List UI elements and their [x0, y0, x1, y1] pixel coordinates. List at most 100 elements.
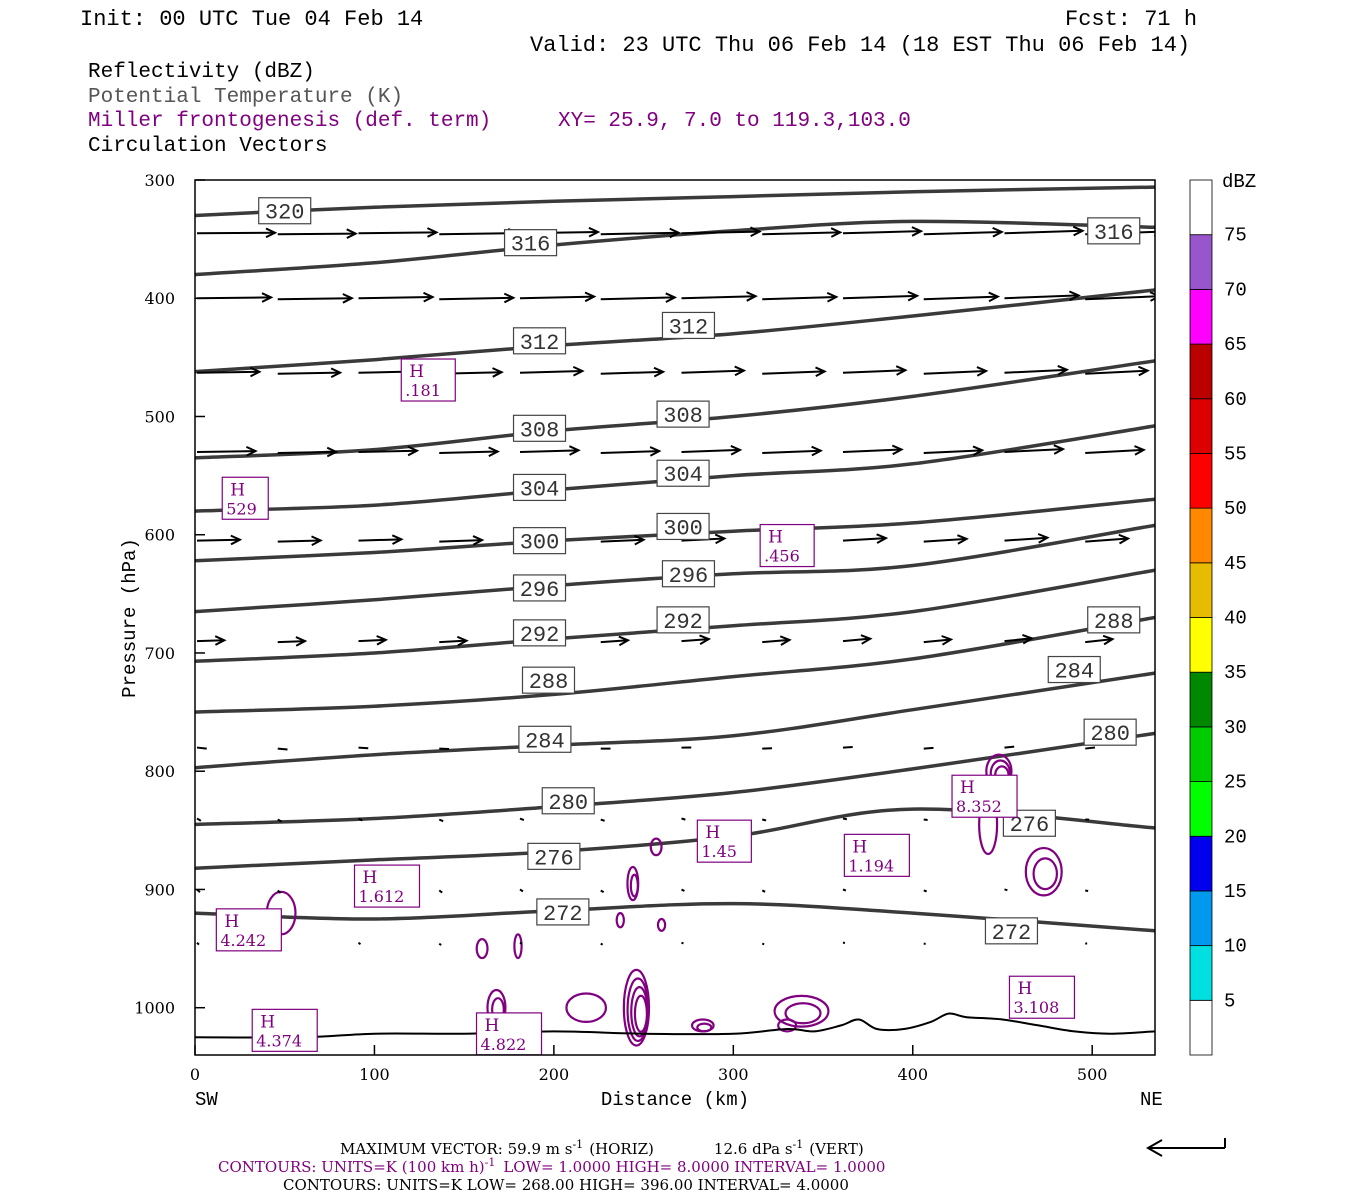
theta-isentrope-280	[195, 731, 1155, 827]
theta-label-272: 272	[536, 898, 590, 927]
colorbar-label: 60	[1224, 389, 1247, 411]
footer-max-vector: MAXIMUM VECTOR: 59.9 m s-1 (HORIZ) 12.6 dP…	[340, 1138, 864, 1158]
colorbar-label: 50	[1224, 498, 1247, 520]
theta-isentrope-288	[195, 615, 1155, 714]
colorbar-swatch	[1189, 999, 1213, 1056]
svg-text:1.45: 1.45	[701, 842, 737, 861]
circulation-vector	[1004, 290, 1081, 301]
circulation-vector	[277, 446, 339, 458]
circulation-vector	[1004, 888, 1008, 892]
svg-text:4.822: 4.822	[481, 1035, 527, 1054]
circulation-vector	[277, 367, 343, 378]
y-axis-label: Pressure (hPa)	[119, 538, 141, 698]
circulation-vector	[842, 444, 904, 456]
circulation-vector	[196, 817, 202, 822]
y-tick-label: 700	[144, 644, 175, 663]
circulation-vector	[842, 746, 853, 749]
legend-theta: Potential Temperature (K)	[88, 86, 403, 109]
ne-label: NE	[1140, 1089, 1163, 1111]
circulation-vector	[196, 445, 258, 457]
svg-text:H: H	[363, 868, 378, 888]
miller-contour-ring	[1024, 846, 1063, 897]
legend-vectors: Circulation Vectors	[88, 135, 327, 158]
theta-isentrope-320	[195, 185, 1155, 218]
colorbar-swatch	[1189, 835, 1213, 892]
circulation-vector	[923, 445, 985, 456]
circulation-vector	[842, 365, 908, 376]
miller-maximum-label: H.181	[400, 358, 456, 402]
circulation-vector	[600, 227, 681, 239]
circulation-vector	[358, 746, 369, 750]
circulation-vector	[762, 227, 843, 238]
colorbar-label: 30	[1224, 717, 1247, 739]
x-tick-label: 0	[190, 1065, 200, 1084]
circulation-vector	[519, 888, 524, 893]
circulation-vector	[762, 818, 767, 822]
svg-text:276: 276	[534, 846, 574, 871]
circulation-vector	[681, 634, 712, 645]
circulation-vector	[600, 635, 631, 647]
theta-isentrope-292	[195, 568, 1155, 664]
circulation-vector	[600, 292, 678, 303]
miller-contours	[265, 753, 1063, 1047]
theta-isentrope-284	[195, 671, 1155, 770]
circulation-vector	[358, 291, 435, 303]
circulation-vector	[1004, 364, 1070, 376]
circulation-vector	[681, 291, 758, 302]
dbz-colorbar: 5 10 15 20 25 30 35 40 45 50 55 60 65 70 75	[1189, 179, 1247, 1056]
theta-label-316: 316	[503, 229, 558, 258]
svg-text:H: H	[852, 837, 867, 857]
svg-text:H: H	[260, 1012, 275, 1032]
theta-label-304: 304	[512, 473, 567, 502]
colorbar-label: 40	[1224, 608, 1247, 630]
theta-label-312: 312	[661, 311, 716, 340]
theta-isentrope-308	[195, 359, 1155, 460]
colorbar-label: 5	[1224, 990, 1235, 1012]
legend-xy: XY= 25.9, 7.0 to 119.3,103.0	[558, 110, 911, 133]
theta-label-280: 280	[541, 787, 595, 816]
theta-label-280: 280	[1083, 718, 1137, 747]
legend-reflectivity: Reflectivity (dBZ)	[88, 61, 315, 84]
miller-contour-ring	[777, 1018, 798, 1033]
circulation-vector	[923, 746, 934, 750]
theta-label-304: 304	[656, 459, 710, 488]
circulation-vector	[923, 366, 989, 377]
footer-theta-contours: CONTOURS: UNITS=K LOW= 268.00 HIGH= 396.…	[283, 1176, 849, 1194]
circulation-vector	[681, 365, 747, 377]
theta-isentrope-272	[195, 901, 1155, 933]
plot-frame	[194, 179, 1156, 1056]
svg-text:304: 304	[663, 463, 703, 488]
svg-text:H: H	[230, 480, 245, 500]
circulation-vector	[358, 227, 439, 238]
theta-contours	[195, 185, 1155, 933]
miller-contour-ring	[633, 994, 648, 1033]
circulation-vector	[842, 888, 847, 892]
svg-text:320: 320	[265, 201, 305, 226]
circulation-vector	[1004, 533, 1050, 544]
miller-contour-ring	[784, 1002, 822, 1025]
theta-label-288: 288	[521, 666, 576, 695]
miller-maximum-label: H1.194	[843, 833, 910, 877]
svg-text:H: H	[1017, 979, 1032, 999]
miller-contour-ring	[656, 917, 667, 932]
circulation-vector	[762, 366, 827, 377]
theta-label-308: 308	[512, 414, 567, 443]
colorbar-label: 70	[1224, 279, 1247, 301]
miller-contour-ring	[649, 837, 663, 857]
miller-maximum-label: H4.822	[475, 1012, 543, 1056]
colorbar-swatch	[1189, 617, 1213, 673]
circulation-vector	[681, 941, 684, 945]
circulation-vector	[438, 889, 443, 894]
theta-label-284: 284	[518, 725, 572, 754]
theta-label-288: 288	[1087, 606, 1141, 635]
theta-label-272: 272	[984, 917, 1039, 946]
circulation-vector	[762, 635, 792, 646]
circulation-vector	[277, 293, 355, 304]
miller-maximum-label: H1.45	[696, 819, 752, 863]
circulation-vector	[439, 292, 516, 304]
circulation-vector	[842, 533, 889, 544]
circulation-vector	[439, 635, 469, 647]
circulation-vector	[842, 817, 848, 821]
theta-label-296: 296	[512, 574, 567, 603]
circulation-vector	[358, 635, 389, 646]
